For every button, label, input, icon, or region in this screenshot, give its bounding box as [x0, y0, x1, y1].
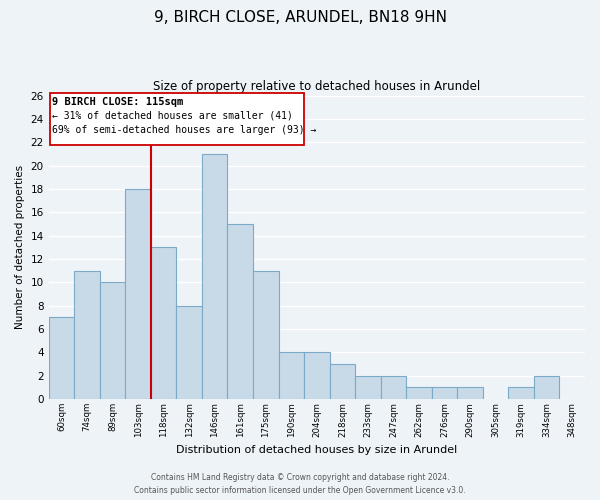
Bar [278, 352, 304, 399]
Bar [202, 154, 227, 399]
Bar [304, 352, 329, 399]
Bar [125, 189, 151, 399]
Bar [74, 270, 100, 399]
Text: ← 31% of detached houses are smaller (41): ← 31% of detached houses are smaller (41… [52, 110, 293, 120]
X-axis label: Distribution of detached houses by size in Arundel: Distribution of detached houses by size … [176, 445, 457, 455]
Bar [508, 388, 534, 399]
Bar [227, 224, 253, 399]
Bar [329, 364, 355, 399]
Bar [100, 282, 125, 399]
Bar [406, 388, 432, 399]
Bar [176, 306, 202, 399]
Bar [457, 388, 483, 399]
Text: 69% of semi-detached houses are larger (93) →: 69% of semi-detached houses are larger (… [52, 124, 317, 134]
Title: Size of property relative to detached houses in Arundel: Size of property relative to detached ho… [153, 80, 481, 93]
Bar [253, 270, 278, 399]
FancyBboxPatch shape [50, 93, 304, 144]
Bar [49, 318, 74, 399]
Bar [151, 248, 176, 399]
Bar [432, 388, 457, 399]
Text: 9 BIRCH CLOSE: 115sqm: 9 BIRCH CLOSE: 115sqm [52, 98, 184, 108]
Text: Contains HM Land Registry data © Crown copyright and database right 2024.
Contai: Contains HM Land Registry data © Crown c… [134, 474, 466, 495]
Y-axis label: Number of detached properties: Number of detached properties [15, 165, 25, 330]
Text: 9, BIRCH CLOSE, ARUNDEL, BN18 9HN: 9, BIRCH CLOSE, ARUNDEL, BN18 9HN [154, 10, 446, 25]
Bar [355, 376, 380, 399]
Bar [534, 376, 559, 399]
Bar [380, 376, 406, 399]
